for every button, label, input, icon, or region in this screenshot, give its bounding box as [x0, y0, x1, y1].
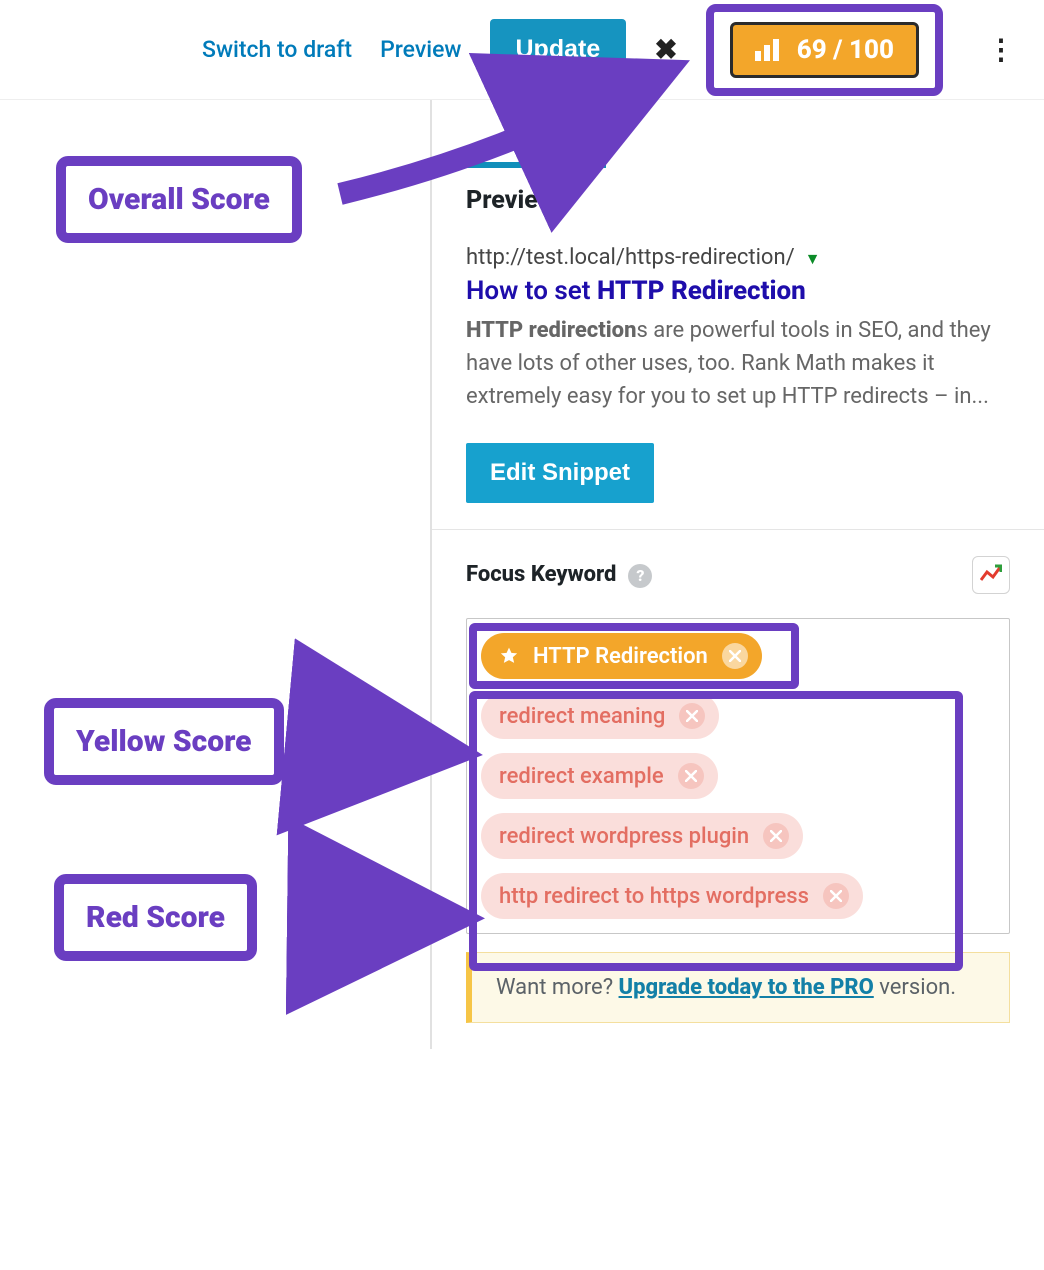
rankmath-sidebar: Preview http://test.local/https-redirect… — [430, 100, 1044, 1049]
callout-yellow-score: Yellow Score — [44, 698, 284, 785]
callout-overall-score: Overall Score — [56, 156, 302, 243]
kebab-menu-icon[interactable]: ⋮ — [979, 33, 1024, 66]
remove-keyword-icon[interactable] — [679, 703, 705, 729]
chevron-down-icon[interactable]: ▼ — [801, 249, 821, 268]
keyword-pill-secondary[interactable]: http redirect to https wordpress — [481, 873, 863, 919]
remove-keyword-icon[interactable] — [823, 883, 849, 909]
remove-keyword-icon[interactable] — [678, 763, 704, 789]
callout-red-score: Red Score — [54, 874, 257, 961]
help-icon[interactable]: ? — [628, 564, 652, 588]
active-tab-indicator — [466, 162, 606, 168]
overall-score-highlight: 69 / 100 — [706, 4, 943, 96]
preview-heading: Preview — [466, 186, 1010, 215]
serp-description: HTTP redirections are powerful tools in … — [466, 314, 1010, 413]
upgrade-link[interactable]: Upgrade today to the PRO — [619, 975, 874, 1000]
google-trends-button[interactable] — [972, 556, 1010, 594]
switch-to-draft-link[interactable]: Switch to draft — [202, 36, 352, 63]
update-button[interactable]: Update — [490, 19, 627, 80]
seo-score-value: 69 / 100 — [797, 35, 894, 65]
rankmath-icon[interactable]: ✖ — [654, 33, 677, 66]
bar-chart-icon — [755, 39, 783, 61]
upgrade-notice: Want more? Upgrade today to the PRO vers… — [466, 952, 1010, 1023]
focus-keyword-input[interactable]: HTTP Redirection redirect meaning redire… — [466, 618, 1010, 934]
remove-keyword-icon[interactable] — [722, 643, 748, 669]
serp-title[interactable]: How to set HTTP Redirection — [466, 276, 1010, 306]
remove-keyword-icon[interactable] — [763, 823, 789, 849]
keyword-pill-secondary[interactable]: redirect example — [481, 753, 718, 799]
serp-url[interactable]: http://test.local/https-redirection/ ▼ — [466, 245, 1010, 270]
edit-snippet-button[interactable]: Edit Snippet — [466, 443, 654, 503]
keyword-pill-secondary[interactable]: redirect meaning — [481, 693, 719, 739]
focus-keyword-heading: Focus Keyword — [466, 562, 616, 587]
star-icon — [499, 646, 519, 666]
trend-arrow-icon — [980, 564, 1002, 586]
keyword-pill-primary[interactable]: HTTP Redirection — [481, 633, 762, 679]
keyword-pill-secondary[interactable]: redirect wordpress plugin — [481, 813, 803, 859]
seo-score-button[interactable]: 69 / 100 — [730, 22, 919, 78]
editor-toolbar: Switch to draft Preview Update ✖ 69 / 10… — [0, 0, 1044, 100]
preview-link[interactable]: Preview — [380, 36, 461, 63]
